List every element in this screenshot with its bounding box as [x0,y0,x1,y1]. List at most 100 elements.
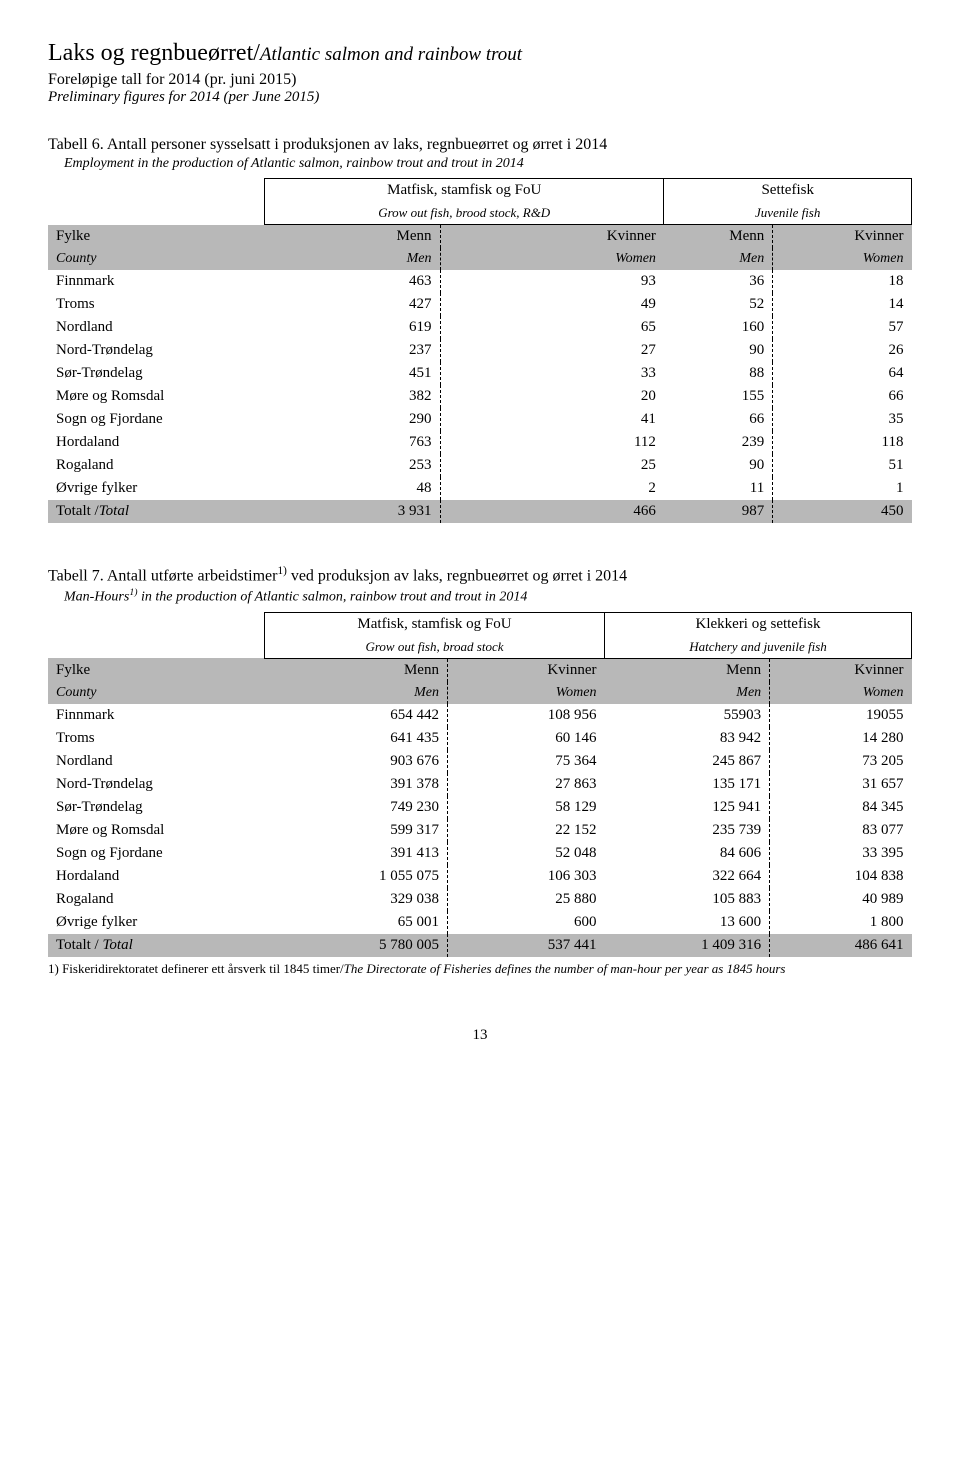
table-row: Sør-Trøndelag451338864 [48,362,912,385]
cell: 245 867 [604,750,769,773]
t6-total-c1: 3 931 [265,500,441,523]
table7-group2-en: Hatchery and juvenile fish [604,636,911,659]
row-label: Nordland [48,750,265,773]
cell: 253 [265,454,441,477]
cell: 27 863 [447,773,604,796]
table7-group1-en: Grow out fish, broad stock [265,636,605,659]
cell: 155 [664,385,773,408]
table6-group2: Settefisk [664,179,912,203]
cell: 49 [440,293,664,316]
row-label: Sør-Trøndelag [48,362,265,385]
table6-group1: Matfisk, stamfisk og FoU [265,179,664,203]
cell: 112 [440,431,664,454]
cell: 14 280 [770,727,912,750]
total-label-en: Total [99,503,129,519]
table-row: Øvrige fylker482111 [48,477,912,500]
row-label: Møre og Romsdal [48,819,265,842]
cell: 25 [440,454,664,477]
cell: 35 [773,408,912,431]
cell: 66 [664,408,773,431]
cell: 33 [440,362,664,385]
row-label: Nord-Trøndelag [48,339,265,362]
cell: 20 [440,385,664,408]
table-row: Hordaland1 055 075106 303322 664104 838 [48,865,912,888]
cell: 160 [664,316,773,339]
cell: 1 055 075 [265,865,448,888]
cell: 57 [773,316,912,339]
col-fylke: Fylke [48,225,265,249]
cell: 83 942 [604,727,769,750]
table7-caption-en: Man-Hours1) in the production of Atlanti… [64,587,912,606]
cell: 84 606 [604,842,769,865]
cell: 237 [265,339,441,362]
table7: Matfisk, stamfisk og FoU Klekkeri og set… [48,612,912,957]
cell: 2 [440,477,664,500]
table-row: Nordland6196516057 [48,316,912,339]
col-men: Men [265,248,441,270]
row-label: Øvrige fylker [48,477,265,500]
row-label: Hordaland [48,865,265,888]
cell: 41 [440,408,664,431]
cell: 31 657 [770,773,912,796]
cell: 22 152 [447,819,604,842]
col-county: County [48,682,265,704]
title-no: Laks og regnbueørret/ [48,40,260,66]
row-label: Troms [48,727,265,750]
cell: 51 [773,454,912,477]
cell: 55903 [604,704,769,727]
cell: 1 [773,477,912,500]
table7-group-sub: Grow out fish, broad stock Hatchery and … [48,636,912,659]
row-label: Sør-Trøndelag [48,796,265,819]
cell: 451 [265,362,441,385]
cell: 75 364 [447,750,604,773]
cell: 83 077 [770,819,912,842]
cell: 322 664 [604,865,769,888]
table6-group1-en: Grow out fish, brood stock, R&D [265,202,664,225]
table7-col-header-en: County Men Women Men Women [48,682,912,704]
cell: 239 [664,431,773,454]
col-men-2: Men [664,248,773,270]
table6-total-row: Totalt /Total 3 931 466 987 450 [48,500,912,523]
t7-total-c2: 537 441 [447,934,604,957]
cell: 654 442 [265,704,448,727]
cell: 27 [440,339,664,362]
col-men: Men [265,682,448,704]
t7-total-c3: 1 409 316 [604,934,769,957]
page-title: Laks og regnbueørret/Atlantic salmon and… [48,40,912,67]
total-label-no: Totalt / [56,503,99,519]
table7-group2: Klekkeri og settefisk [604,612,911,636]
cell: 106 303 [447,865,604,888]
table-row: Nord-Trøndelag391 37827 863135 17131 657 [48,773,912,796]
t7-total-c1: 5 780 005 [265,934,448,957]
total-label-no: Totalt / [56,937,102,953]
row-label: Troms [48,293,265,316]
table6-group2-en: Juvenile fish [664,202,912,225]
table-row: Finnmark654 442108 9565590319055 [48,704,912,727]
table6: Matfisk, stamfisk og FoU Settefisk Grow … [48,178,912,523]
cell: 90 [664,339,773,362]
cell: 66 [773,385,912,408]
row-label: Møre og Romsdal [48,385,265,408]
table7-total-row: Totalt / Total 5 780 005 537 441 1 409 3… [48,934,912,957]
cell: 13 600 [604,911,769,934]
cell: 382 [265,385,441,408]
cell: 427 [265,293,441,316]
cell: 125 941 [604,796,769,819]
cell: 1 800 [770,911,912,934]
row-label: Øvrige fylker [48,911,265,934]
row-label: Rogaland [48,454,265,477]
col-fylke: Fylke [48,658,265,682]
cell: 600 [447,911,604,934]
total-label-en: Total [102,937,132,953]
cell: 14 [773,293,912,316]
t6-total-c3: 987 [664,500,773,523]
table-row: Troms641 43560 14683 94214 280 [48,727,912,750]
cell: 19055 [770,704,912,727]
col-women: Women [440,248,664,270]
col-menn: Menn [265,225,441,249]
cell: 33 395 [770,842,912,865]
col-kvinner: Kvinner [440,225,664,249]
cell: 108 956 [447,704,604,727]
table-row: Rogaland253259051 [48,454,912,477]
cell: 84 345 [770,796,912,819]
